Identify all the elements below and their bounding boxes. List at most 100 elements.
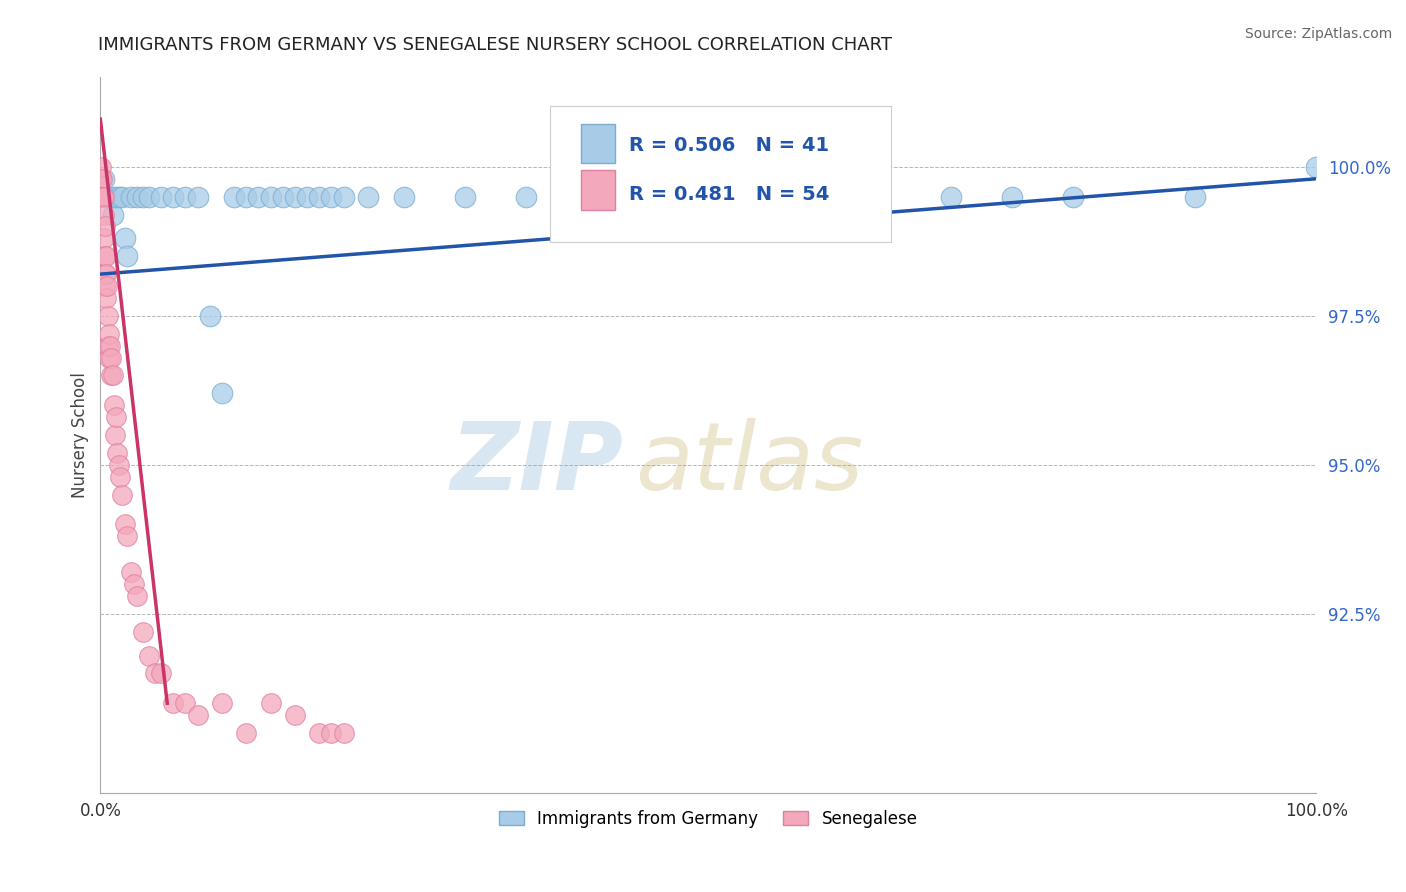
FancyBboxPatch shape xyxy=(550,106,890,242)
Point xyxy=(1062,189,1084,203)
Point xyxy=(124,577,146,591)
Point xyxy=(90,171,112,186)
Point xyxy=(94,267,117,281)
Point xyxy=(1001,189,1024,203)
Point xyxy=(97,326,120,341)
Point xyxy=(308,726,330,740)
Y-axis label: Nursery School: Nursery School xyxy=(72,372,89,498)
Point xyxy=(101,368,124,383)
Point xyxy=(174,696,197,710)
Point xyxy=(120,565,142,579)
Text: Source: ZipAtlas.com: Source: ZipAtlas.com xyxy=(1244,27,1392,41)
Point xyxy=(125,589,148,603)
Point xyxy=(143,666,166,681)
Point xyxy=(91,189,114,203)
Point xyxy=(125,189,148,203)
Point xyxy=(259,696,281,710)
Point xyxy=(98,338,121,352)
Point xyxy=(93,189,115,203)
Point xyxy=(132,624,155,639)
Point xyxy=(150,666,173,681)
Point xyxy=(515,189,537,203)
Point xyxy=(104,428,127,442)
Point xyxy=(162,696,184,710)
Point xyxy=(96,291,118,305)
Point xyxy=(93,231,115,245)
Point xyxy=(108,469,131,483)
Point xyxy=(394,189,416,203)
Point xyxy=(247,189,270,203)
Point xyxy=(284,708,307,723)
Point xyxy=(235,189,257,203)
Point xyxy=(97,338,120,352)
Point xyxy=(93,207,115,221)
Point xyxy=(187,189,209,203)
Point xyxy=(105,446,128,460)
Point xyxy=(111,189,134,203)
Point xyxy=(222,189,245,203)
Point xyxy=(93,171,115,186)
Point xyxy=(295,189,318,203)
Bar xyxy=(581,124,614,163)
Point xyxy=(100,368,122,383)
Point xyxy=(1184,189,1206,203)
Point xyxy=(94,249,117,263)
Point xyxy=(91,189,114,203)
Point xyxy=(114,517,136,532)
Point xyxy=(90,160,112,174)
Point xyxy=(120,189,142,203)
Legend: Immigrants from Germany, Senegalese: Immigrants from Germany, Senegalese xyxy=(492,803,924,834)
Point xyxy=(187,708,209,723)
Point xyxy=(96,189,118,203)
Point xyxy=(332,189,354,203)
Point xyxy=(93,219,115,234)
Point xyxy=(105,410,128,425)
Point xyxy=(138,189,160,203)
Point xyxy=(284,189,307,203)
Text: R = 0.481   N = 54: R = 0.481 N = 54 xyxy=(630,185,830,203)
Text: atlas: atlas xyxy=(636,418,863,509)
Point xyxy=(332,726,354,740)
Point xyxy=(211,386,233,401)
Point xyxy=(94,249,117,263)
Point xyxy=(697,189,720,203)
Point xyxy=(357,189,380,203)
Point xyxy=(96,279,118,293)
Point xyxy=(235,726,257,740)
Bar xyxy=(581,170,614,210)
Point xyxy=(308,189,330,203)
Point xyxy=(101,207,124,221)
Point xyxy=(107,189,129,203)
Point xyxy=(162,189,184,203)
Point xyxy=(150,189,173,203)
Point xyxy=(138,648,160,663)
Point xyxy=(94,279,117,293)
Point xyxy=(90,171,112,186)
Point xyxy=(91,189,114,203)
Point xyxy=(115,529,138,543)
Point xyxy=(97,309,120,323)
Point xyxy=(104,189,127,203)
Point xyxy=(98,189,121,203)
Point xyxy=(93,189,115,203)
Point xyxy=(90,189,112,203)
Point xyxy=(115,249,138,263)
Point xyxy=(259,189,281,203)
Point xyxy=(211,696,233,710)
Point xyxy=(98,351,121,365)
Point xyxy=(271,189,294,203)
Point xyxy=(114,231,136,245)
Point xyxy=(941,189,963,203)
Point xyxy=(107,458,129,472)
Point xyxy=(321,189,343,203)
Text: R = 0.506   N = 41: R = 0.506 N = 41 xyxy=(630,136,830,155)
Point xyxy=(111,488,134,502)
Point xyxy=(103,398,125,412)
Point xyxy=(96,267,118,281)
Text: ZIP: ZIP xyxy=(450,417,623,509)
Point xyxy=(174,189,197,203)
Point xyxy=(1305,160,1327,174)
Text: IMMIGRANTS FROM GERMANY VS SENEGALESE NURSERY SCHOOL CORRELATION CHART: IMMIGRANTS FROM GERMANY VS SENEGALESE NU… xyxy=(98,36,893,54)
Point xyxy=(818,189,841,203)
Point xyxy=(132,189,155,203)
